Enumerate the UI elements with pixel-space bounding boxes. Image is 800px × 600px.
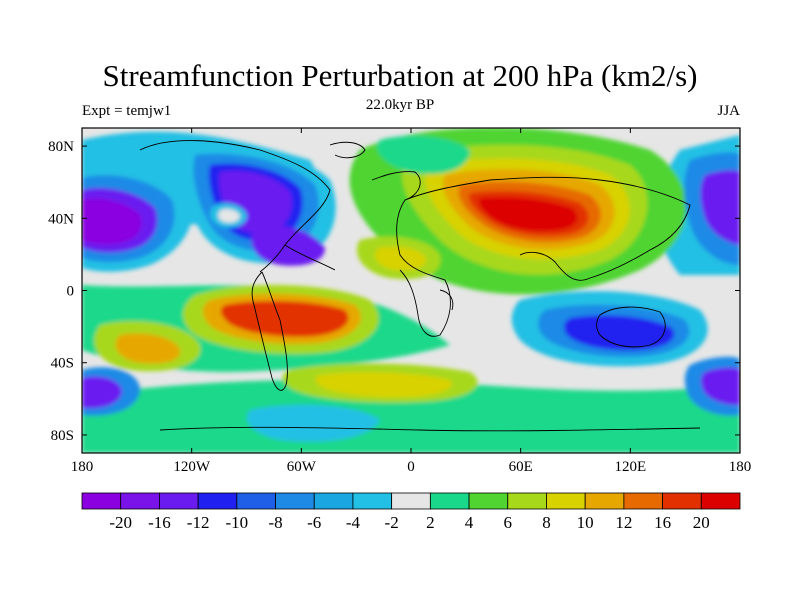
colorbar-swatch	[313, 492, 354, 510]
x-tick-label: 0	[407, 459, 415, 475]
x-tick-label: 180	[71, 459, 94, 475]
colorbar-label: 8	[542, 513, 551, 532]
colorbar-swatch	[468, 492, 509, 510]
colorbar-label: -12	[187, 513, 210, 532]
colorbar-swatch	[507, 492, 547, 510]
y-tick-label: 40S	[51, 356, 74, 372]
x-tick-label: 180	[729, 459, 752, 475]
colorbar-label: 2	[426, 513, 435, 532]
y-tick-label: 40N	[48, 211, 74, 227]
y-tick-label: 0	[67, 284, 75, 300]
colorbar-swatch	[662, 492, 702, 510]
colorbar-swatch	[623, 492, 663, 510]
colorbar-swatch	[81, 492, 122, 510]
y-tick-label: 80N	[48, 139, 74, 155]
colorbar-label: -6	[307, 513, 321, 532]
x-tick-label: 120W	[173, 459, 211, 475]
colorbar-swatch	[159, 492, 199, 510]
colorbar-swatch	[546, 492, 586, 510]
x-tick-label: 60E	[509, 459, 533, 475]
colorbar-label: 4	[465, 513, 474, 532]
colorbar-label: -8	[268, 513, 282, 532]
colorbar-label: 10	[577, 513, 594, 532]
coastlines	[139, 140, 701, 432]
time-label: 22.0kyr BP	[365, 97, 435, 113]
colorbar: -20 -16 -12 -10 -8 -6 -4 -2 2 4 6 8 10 12 16 20	[81, 492, 741, 532]
season-label: JJA	[717, 103, 740, 119]
colorbar-swatch	[120, 492, 160, 510]
streamfunction-field	[82, 128, 740, 453]
colorbar-swatch	[584, 492, 625, 510]
colorbar-swatch	[236, 492, 276, 510]
colorbar-swatch	[275, 492, 315, 510]
colorbar-swatch	[352, 492, 393, 510]
colorbar-swatch	[700, 492, 741, 510]
colorbar-label: 16	[654, 513, 671, 532]
experiment-label: Expt = temjw1	[82, 103, 172, 119]
colorbar-label: 20	[693, 513, 710, 532]
x-tick-label: 120E	[614, 459, 646, 475]
y-tick-label: 80S	[51, 428, 74, 444]
map-title: Streamfunction Perturbation at 200 hPa (…	[102, 58, 698, 93]
colorbar-label: 12	[615, 513, 632, 532]
colorbar-swatch	[197, 492, 238, 510]
colorbar-swatch	[391, 492, 431, 510]
colorbar-label: -16	[148, 513, 171, 532]
colorbar-label: -4	[346, 513, 361, 532]
colorbar-label: -10	[225, 513, 248, 532]
colorbar-label: -2	[385, 513, 399, 532]
x-tick-label: 60W	[287, 459, 317, 475]
colorbar-swatch	[429, 492, 470, 510]
colorbar-label: -20	[109, 513, 132, 532]
colorbar-label: 6	[504, 513, 513, 532]
